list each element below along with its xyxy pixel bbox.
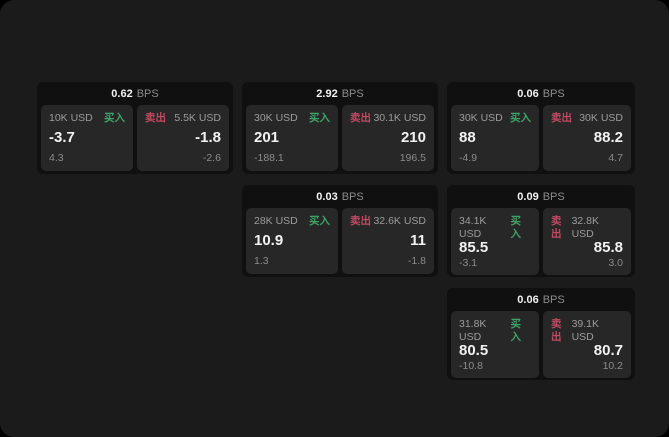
sell-panel[interactable]: 卖出 39.1K USD 80.7 10.2 [543,311,631,379]
sell-amount: 30K USD [579,112,623,124]
sell-side-label: 卖出 [551,112,572,124]
buy-amount: 10K USD [49,112,93,124]
bps-unit-label: BPS [341,190,364,203]
sell-price: 11 [410,232,426,250]
buy-side-label: 买入 [309,112,330,124]
buy-sell-panels: 31.8K USD 买入 80.5 -10.8 卖出 39.1K USD 80.… [447,311,635,381]
buy-panel[interactable]: 31.8K USD 买入 80.5 -10.8 [451,311,539,379]
sell-sub-value: 196.5 [399,152,426,165]
quote-tile-grid: 0.62 BPS 10K USD 买入 -3.7 4.3 卖出 5.5K USD [37,82,635,380]
bps-header: 0.06 BPS [447,82,635,105]
buy-price: 10.9 [254,232,284,250]
quote-card: 2.92 BPS 30K USD 买入 201 -188.1 卖出 30.1K … [242,82,438,174]
buy-sell-panels: 30K USD 买入 201 -188.1 卖出 30.1K USD 210 1… [242,105,438,174]
sell-price: 80.7 [593,342,623,360]
bps-unit-label: BPS [136,87,159,100]
bps-unit-label: BPS [542,190,565,203]
buy-amount: 28K USD [254,215,298,227]
buy-panel[interactable]: 34.1K USD 买入 85.5 -3.1 [451,208,539,276]
sell-amount: 5.5K USD [174,112,221,124]
bps-header: 0.62 BPS [37,82,233,105]
sell-panel[interactable]: 卖出 32.8K USD 85.8 3.0 [543,208,631,276]
sell-panel[interactable]: 卖出 30K USD 88.2 4.7 [543,105,631,171]
quote-card: 0.62 BPS 10K USD 买入 -3.7 4.3 卖出 5.5K USD [37,82,233,174]
sell-panel[interactable]: 卖出 32.6K USD 11 -1.8 [342,208,434,274]
sell-panel[interactable]: 卖出 30.1K USD 210 196.5 [342,105,434,171]
buy-price: 88 [459,129,476,147]
buy-price: -3.7 [49,129,75,147]
buy-price: 85.5 [459,239,489,257]
sell-sub-value: 3.0 [608,256,623,269]
bps-header: 0.03 BPS [242,185,438,208]
quote-card: 0.06 BPS 30K USD 买入 88 -4.9 卖出 30K USD [447,82,635,174]
buy-sell-panels: 30K USD 买入 88 -4.9 卖出 30K USD 88.2 4.7 [447,105,635,174]
buy-sell-panels: 10K USD 买入 -3.7 4.3 卖出 5.5K USD -1.8 -2.… [37,105,233,174]
sell-sub-value: -1.8 [407,255,426,268]
buy-sub-value: -3.1 [459,256,478,269]
buy-amount: 34.1K USD [459,215,487,240]
sell-side-label: 卖出 [145,112,166,124]
buy-amount: 31.8K USD [459,318,487,343]
bps-value: 0.03 [316,190,338,203]
bps-header: 2.92 BPS [242,82,438,105]
sell-sub-value: -2.6 [202,152,221,165]
sell-side-label: 卖出 [551,215,562,240]
sell-sub-value: 10.2 [602,359,623,372]
bps-header: 0.06 BPS [447,288,635,311]
buy-sub-value: -4.9 [459,152,478,165]
bps-value: 2.92 [316,87,338,100]
buy-panel[interactable]: 30K USD 买入 201 -188.1 [246,105,338,171]
bps-value: 0.62 [111,87,133,100]
buy-side-label: 买入 [510,318,521,343]
buy-sub-value: -188.1 [254,152,284,165]
buy-price: 201 [254,129,280,147]
buy-sub-value: 1.3 [254,255,269,268]
buy-price: 80.5 [459,342,489,360]
sell-amount: 39.1K USD [571,318,600,343]
bps-unit-label: BPS [542,87,565,100]
bps-value: 0.06 [517,87,539,100]
sell-panel[interactable]: 卖出 5.5K USD -1.8 -2.6 [137,105,229,171]
sell-price: 88.2 [593,129,623,147]
buy-amount: 30K USD [459,112,503,124]
buy-sub-value: 4.3 [49,152,64,165]
sell-price: 210 [400,129,426,147]
quote-card: 0.06 BPS 31.8K USD 买入 80.5 -10.8 卖出 39.1… [447,288,635,380]
buy-side-label: 买入 [510,215,521,240]
quote-card: 0.03 BPS 28K USD 买入 10.9 1.3 卖出 32.6K US… [242,185,438,277]
bps-value: 0.09 [517,190,539,203]
sell-sub-value: 4.7 [608,152,623,165]
buy-sell-panels: 28K USD 买入 10.9 1.3 卖出 32.6K USD 11 -1.8 [242,208,438,277]
sell-amount: 30.1K USD [373,112,426,124]
bps-unit-label: BPS [341,87,364,100]
buy-side-label: 买入 [309,215,330,227]
buy-panel[interactable]: 28K USD 买入 10.9 1.3 [246,208,338,274]
sell-side-label: 卖出 [350,215,371,227]
sell-price: -1.8 [195,129,221,147]
buy-panel[interactable]: 30K USD 买入 88 -4.9 [451,105,539,171]
buy-sub-value: -10.8 [459,359,483,372]
buy-sell-panels: 34.1K USD 买入 85.5 -3.1 卖出 32.8K USD 85.8… [447,208,635,278]
sell-side-label: 卖出 [551,318,562,343]
buy-side-label: 买入 [510,112,531,124]
quote-card: 0.09 BPS 34.1K USD 买入 85.5 -3.1 卖出 32.8K… [447,185,635,277]
sell-amount: 32.8K USD [571,215,600,240]
sell-price: 85.8 [593,239,623,257]
bps-header: 0.09 BPS [447,185,635,208]
bps-unit-label: BPS [542,293,565,306]
bps-value: 0.06 [517,293,539,306]
buy-panel[interactable]: 10K USD 买入 -3.7 4.3 [41,105,133,171]
sell-side-label: 卖出 [350,112,371,124]
sell-amount: 32.6K USD [373,215,426,227]
buy-amount: 30K USD [254,112,298,124]
buy-side-label: 买入 [104,112,125,124]
